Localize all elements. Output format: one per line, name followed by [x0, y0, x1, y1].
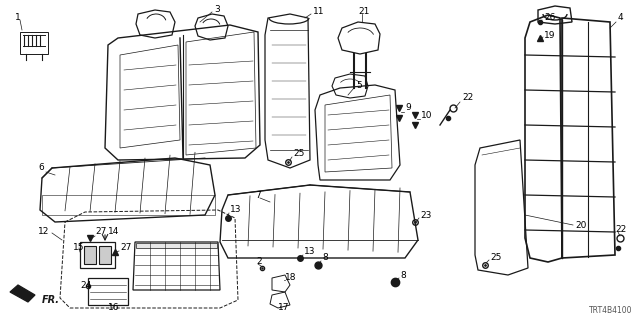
- Text: 18: 18: [285, 274, 296, 283]
- Text: 2: 2: [256, 258, 262, 267]
- Text: 16: 16: [108, 303, 120, 313]
- Text: 25: 25: [490, 253, 501, 262]
- Text: 17: 17: [278, 303, 289, 313]
- Text: 24: 24: [80, 282, 92, 291]
- Text: 15: 15: [73, 244, 84, 252]
- Text: 3: 3: [214, 5, 220, 14]
- Polygon shape: [99, 246, 111, 264]
- Polygon shape: [136, 243, 217, 248]
- Text: 22: 22: [462, 93, 473, 102]
- Text: 4: 4: [618, 13, 623, 22]
- Text: 27: 27: [120, 244, 131, 252]
- Text: TRT4B4100: TRT4B4100: [589, 306, 632, 315]
- Text: 13: 13: [230, 205, 241, 214]
- Text: 7: 7: [255, 190, 260, 199]
- Text: 21: 21: [358, 7, 369, 17]
- Text: 1: 1: [15, 13, 20, 22]
- Text: 6: 6: [38, 164, 44, 172]
- Text: 27: 27: [95, 228, 106, 236]
- Text: 13: 13: [304, 247, 316, 257]
- Text: 11: 11: [313, 7, 324, 17]
- Text: 23: 23: [420, 211, 431, 220]
- Text: 22: 22: [615, 226, 627, 235]
- Text: 9: 9: [405, 103, 411, 113]
- Text: 26: 26: [544, 13, 556, 22]
- Polygon shape: [84, 246, 96, 264]
- Text: FR.: FR.: [42, 295, 60, 305]
- Text: 5: 5: [356, 82, 362, 91]
- Text: 8: 8: [400, 271, 406, 281]
- Text: 14: 14: [108, 228, 120, 236]
- Polygon shape: [10, 285, 35, 302]
- Text: 8: 8: [322, 253, 328, 262]
- Text: 19: 19: [544, 30, 556, 39]
- Text: 25: 25: [293, 149, 305, 158]
- Text: 10: 10: [421, 110, 433, 119]
- Text: 12: 12: [38, 228, 49, 236]
- Text: 20: 20: [575, 220, 586, 229]
